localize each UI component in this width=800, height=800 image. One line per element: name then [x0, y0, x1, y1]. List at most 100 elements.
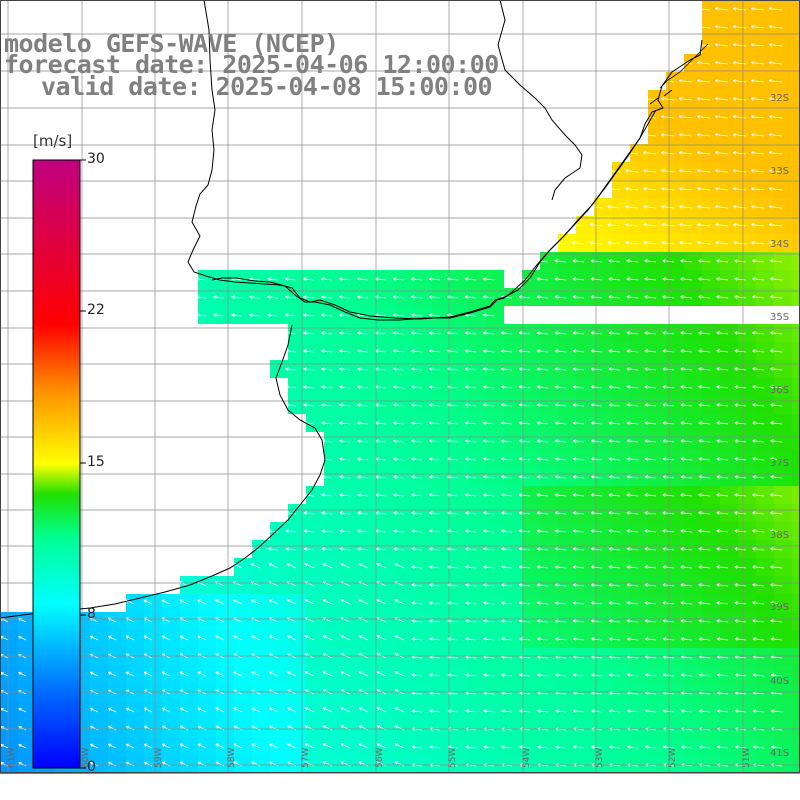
wind-arrow	[644, 529, 657, 533]
wind-cell	[792, 504, 800, 522]
wind-arrow	[680, 493, 693, 497]
wind-arrow	[501, 583, 513, 587]
wind-cell	[630, 558, 648, 576]
wind-arrow	[769, 132, 783, 137]
wind-cell	[792, 252, 800, 270]
wind-cell	[702, 252, 720, 270]
wind-cell	[648, 504, 666, 522]
wind-cell	[126, 648, 144, 666]
wind-arrow	[161, 707, 171, 713]
wind-cell	[522, 270, 540, 288]
wind-cell	[792, 0, 800, 18]
wind-cell	[738, 180, 756, 198]
wind-cell	[666, 288, 684, 306]
wind-cell	[612, 666, 630, 684]
wind-arrow	[662, 403, 675, 407]
wind-cell	[684, 54, 702, 72]
wind-cell	[666, 198, 684, 216]
wind-arrow	[411, 745, 423, 749]
wind-arrow	[429, 457, 441, 461]
wind-cell	[450, 630, 468, 648]
wind-cell	[324, 738, 342, 756]
wind-arrow	[321, 349, 333, 353]
wind-cell	[540, 450, 558, 468]
wind-cell	[684, 126, 702, 144]
wind-cell	[360, 612, 378, 630]
wind-arrow	[393, 475, 405, 479]
wind-cell	[702, 18, 720, 36]
wind-cell	[576, 216, 594, 234]
wind-cell	[756, 288, 774, 306]
wind-arrow	[698, 529, 711, 533]
wind-cell	[756, 630, 774, 648]
wind-arrow	[269, 635, 279, 641]
wind-arrow	[625, 205, 639, 209]
wind-cell	[252, 702, 270, 720]
wind-cell	[126, 612, 144, 630]
wind-cell	[540, 576, 558, 594]
wind-cell	[270, 630, 288, 648]
wind-cell	[342, 738, 360, 756]
wind-cell	[792, 396, 800, 414]
wind-cell	[774, 648, 792, 666]
wind-cell	[540, 414, 558, 432]
wind-arrow	[339, 367, 351, 371]
wind-arrow	[411, 493, 423, 497]
wind-cell	[540, 342, 558, 360]
wind-cell	[450, 468, 468, 486]
wind-cell	[684, 738, 702, 756]
wind-cell	[162, 594, 180, 612]
wind-cell	[774, 126, 792, 144]
wind-cell	[324, 396, 342, 414]
wind-cell	[792, 162, 800, 180]
wind-cell	[324, 342, 342, 360]
wind-cell	[720, 108, 738, 126]
wind-arrow	[518, 295, 531, 299]
wind-arrow	[304, 671, 315, 677]
wind-arrow	[321, 313, 333, 317]
wind-arrow	[357, 295, 369, 299]
wind-cell	[252, 576, 270, 594]
wind-arrow	[769, 186, 783, 191]
graticule	[0, 0, 800, 772]
wind-arrow	[358, 599, 369, 605]
wind-cell	[468, 684, 486, 702]
wind-arrow	[643, 150, 657, 155]
wind-cell	[774, 36, 792, 54]
wind-arrow	[501, 637, 513, 641]
wind-cell	[792, 450, 800, 468]
wind-cell	[792, 72, 800, 90]
wind-cell	[576, 630, 594, 648]
wind-arrow	[501, 565, 513, 569]
wind-cell	[414, 738, 432, 756]
wind-cell	[594, 288, 612, 306]
wind-arrow	[18, 761, 27, 767]
wind-arrow	[769, 222, 783, 227]
wind-cell	[324, 684, 342, 702]
wind-cell	[522, 288, 540, 306]
wind-cell	[396, 396, 414, 414]
wind-cell	[504, 558, 522, 576]
wind-cell	[360, 630, 378, 648]
wind-arrow	[554, 619, 567, 623]
wind-arrow	[625, 241, 639, 245]
wind-arrow	[89, 635, 99, 641]
wind-cell	[414, 306, 432, 324]
wind-cell	[774, 108, 792, 126]
wind-arrow	[645, 673, 657, 677]
wind-arrow	[697, 6, 711, 11]
wind-cell	[576, 594, 594, 612]
wind-cell	[108, 738, 126, 756]
wind-cell	[612, 522, 630, 540]
wind-cell	[288, 324, 306, 342]
wind-cell	[738, 324, 756, 342]
wind-cell	[792, 666, 800, 684]
wind-arrow	[554, 403, 567, 407]
wind-cell	[306, 630, 324, 648]
wind-cell	[684, 504, 702, 522]
wind-cell	[432, 540, 450, 558]
wind-cell	[396, 648, 414, 666]
wind-cell	[558, 270, 576, 288]
wind-cell	[252, 738, 270, 756]
wind-cell	[774, 486, 792, 504]
